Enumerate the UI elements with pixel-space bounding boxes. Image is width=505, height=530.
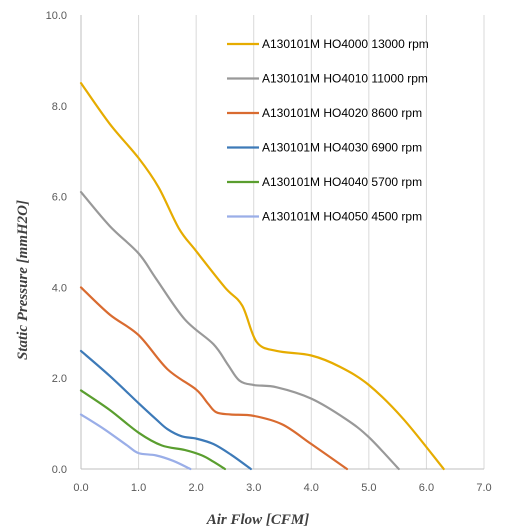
x-tick-label: 5.0 [361,482,376,494]
x-tick-label: 6.0 [419,482,434,494]
y-tick-label: 10.0 [46,10,67,22]
series-line-3 [79,286,349,471]
legend-item: A130101M HO4050 4500 rpm [227,210,422,224]
y-tick-label: 0.0 [52,464,67,476]
legend-item: A130101M HO4020 8600 rpm [227,106,422,120]
y-tick-label: 6.0 [52,192,67,204]
grid [138,15,485,469]
series-line-4 [79,349,252,471]
legend-label: A130101M HO4010 11000 rpm [262,72,428,86]
legend: A130101M HO4000 13000 rpm A130101M HO4010… [227,37,429,224]
legend-item: A130101M HO4010 11000 rpm [227,72,428,86]
x-tick-label: 3.0 [246,482,261,494]
y-tick-label: 8.0 [52,101,67,113]
legend-label: A130101M HO4040 5700 rpm [262,175,422,189]
x-tick-label: 2.0 [188,482,203,494]
y-tick-label: 4.0 [52,282,67,294]
series-line-1 [79,82,445,471]
y-tick-label: 2.0 [52,373,67,385]
legend-label: A130101M HO4000 13000 rpm [262,37,429,51]
x-tick-label: 1.0 [131,482,146,494]
legend-label: A130101M HO4030 6900 rpm [262,141,422,155]
legend-item: A130101M HO4030 6900 rpm [227,141,422,155]
legend-label: A130101M HO4050 4500 rpm [262,210,422,224]
axes [80,15,484,470]
x-tick-label: 4.0 [304,482,319,494]
tick-labels: 0.0 1.0 2.0 3.0 4.0 5.0 6.0 7.0 0.0 2.0 4.0 6.0 8.0 1… [46,10,492,494]
series-lines [79,82,445,471]
x-tick-label: 0.0 [73,482,88,494]
legend-item: A130101M HO4000 13000 rpm [227,37,429,51]
legend-item: A130101M HO4040 5700 rpm [227,175,422,189]
x-axis-title: Air Flow [CFM] [206,512,310,528]
series-line-5 [79,389,227,471]
x-tick-label: 7.0 [476,482,491,494]
legend-label: A130101M HO4020 8600 rpm [262,106,422,120]
series-line-2 [79,190,400,471]
y-axis-title: Static Pressure [mmH2O] [15,200,31,360]
series-line-6 [79,413,192,471]
